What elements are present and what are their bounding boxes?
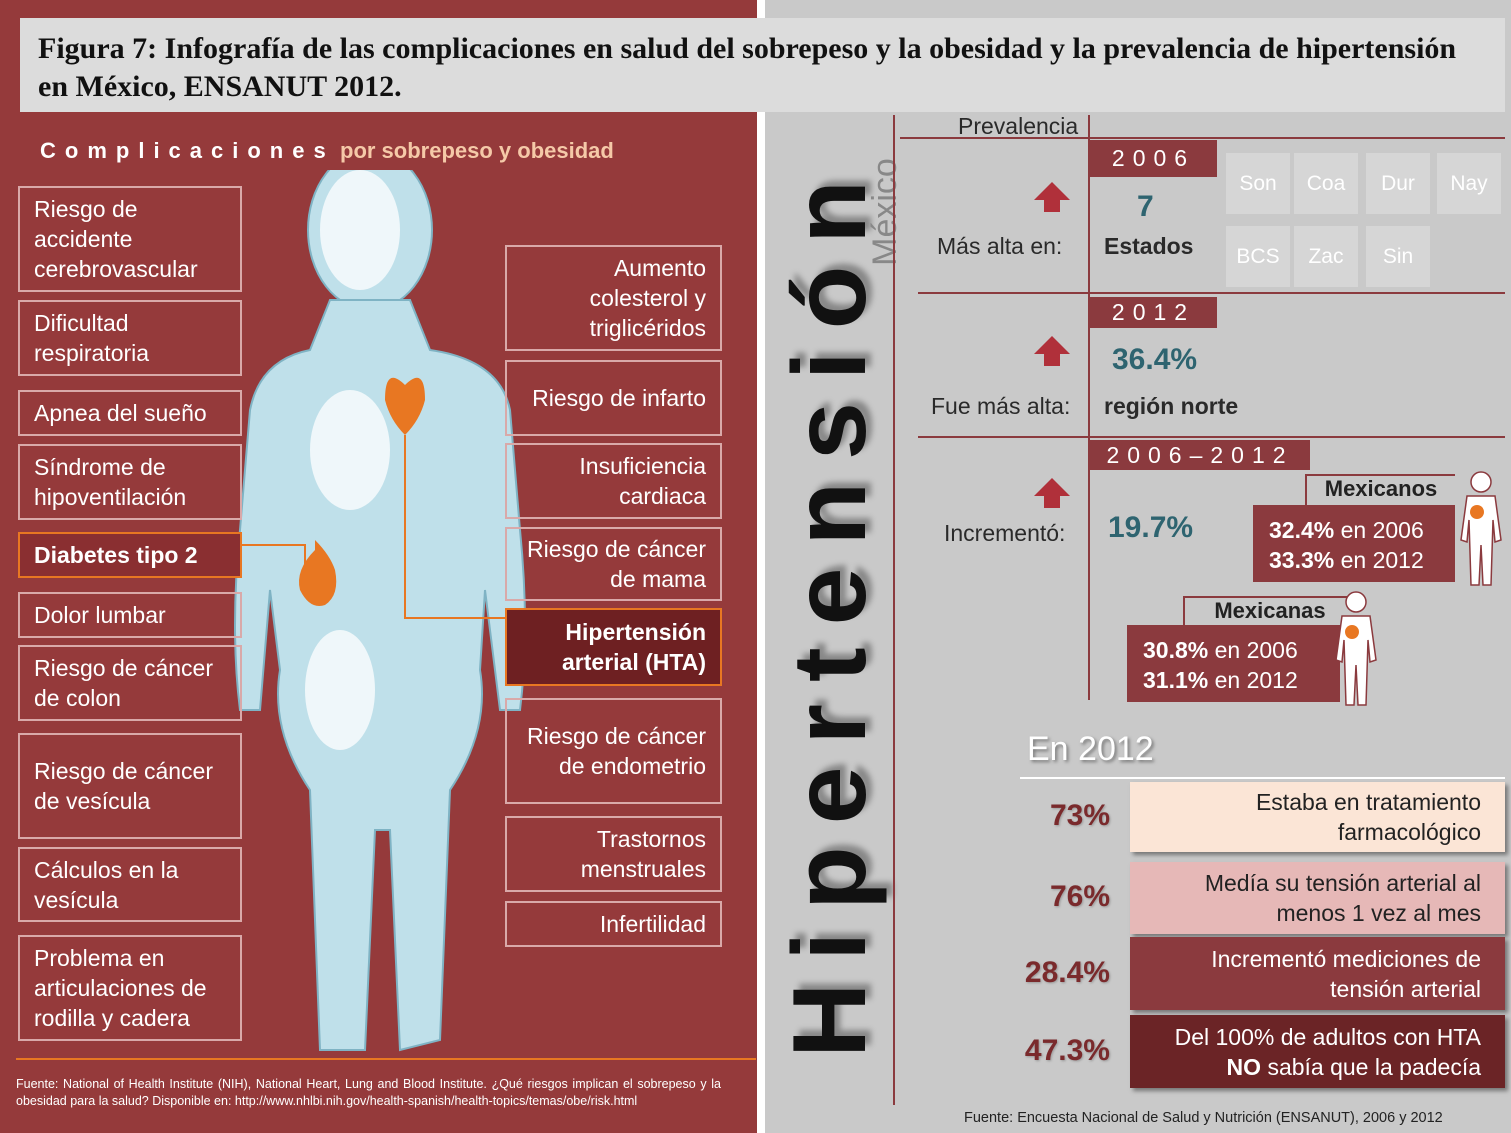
year-tag: 2012 bbox=[1090, 297, 1217, 328]
group-title: Mexicanos bbox=[1305, 474, 1455, 505]
man-icon bbox=[1460, 471, 1502, 586]
divider bbox=[16, 1058, 756, 1060]
state-box: Nay bbox=[1437, 153, 1501, 214]
group-title: Mexicanas bbox=[1183, 596, 1355, 625]
section-heading: En 2012 bbox=[1027, 730, 1154, 768]
stat-text: Incrementó mediciones de tensión arteria… bbox=[1211, 945, 1481, 1002]
row-value: 19.7% bbox=[1108, 511, 1194, 544]
stat-box: Medía su tensión arterial al menos 1 vez… bbox=[1130, 862, 1505, 934]
complication-box: Insuficiencia cardiaca bbox=[505, 443, 722, 519]
row-label: Fue más alta: bbox=[931, 393, 1071, 419]
row-label: Más alta en: bbox=[937, 233, 1063, 259]
complication-box: Dolor lumbar bbox=[18, 592, 242, 638]
row-value: 31.1% bbox=[1143, 667, 1209, 693]
heading: Complicaciones bbox=[40, 138, 335, 163]
subheading: por sobrepeso y obesidad bbox=[340, 138, 614, 163]
title: Figura 7: Infografía de las complicacion… bbox=[20, 18, 1505, 112]
state-box: Zac bbox=[1294, 226, 1358, 287]
stat-text-line: NO sabía que la padecía bbox=[1140, 1052, 1481, 1082]
vertical-title: Hipertensión bbox=[772, 158, 888, 1058]
complication-box: Riesgo de cáncer de vesícula bbox=[18, 733, 242, 839]
row-unit: Estados bbox=[1104, 233, 1194, 259]
state-box: Sin bbox=[1366, 226, 1430, 287]
row-value: 33.3% bbox=[1269, 547, 1335, 573]
year-tag: 2006 bbox=[1090, 140, 1217, 177]
complication-box: Problema en articulaciones de rodilla y … bbox=[18, 935, 242, 1041]
complication-box: Infertilidad bbox=[505, 901, 722, 947]
stat-text: sabía que la padecía bbox=[1267, 1053, 1481, 1080]
group-row: 33.3% en 2012 bbox=[1269, 545, 1439, 575]
right-source: Fuente: Encuesta Nacional de Salud y Nut… bbox=[964, 1110, 1443, 1126]
left-source: Fuente: National of Health Institute (NI… bbox=[16, 1077, 721, 1108]
row-value: 32.4% bbox=[1269, 517, 1335, 543]
row-text: en 2006 bbox=[1214, 637, 1298, 663]
group-row: 30.8% en 2006 bbox=[1143, 635, 1324, 665]
group-box: 30.8% en 2006 31.1% en 2012 bbox=[1127, 625, 1340, 702]
vertical-subtitle: México bbox=[866, 158, 904, 266]
row-label: Incrementó: bbox=[944, 520, 1066, 546]
complication-box: Riesgo de infarto bbox=[505, 360, 722, 436]
woman-icon bbox=[1335, 591, 1377, 706]
complication-box: Riesgo de accidente cerebrovascular bbox=[18, 186, 242, 292]
complication-box: Diabetes tipo 2 bbox=[18, 532, 242, 578]
state-box: BCS bbox=[1226, 226, 1290, 287]
rule bbox=[918, 436, 1505, 438]
complication-box: Riesgo de cáncer de colon bbox=[18, 645, 242, 721]
stat-text: Estaba en tratamiento farmacológico bbox=[1255, 789, 1481, 845]
row-value: 7 bbox=[1137, 190, 1154, 223]
prevalence-label: Prevalencia bbox=[958, 113, 1079, 139]
rule bbox=[1088, 115, 1090, 700]
arrows bbox=[1034, 182, 1070, 508]
stat-text: Del 100% de adultos con HTA bbox=[1174, 1023, 1481, 1050]
complication-box: Dificultad respiratoria bbox=[18, 300, 242, 376]
row-unit: región norte bbox=[1104, 393, 1239, 419]
stat-value: 73% bbox=[1049, 799, 1110, 832]
stat-box: Del 100% de adultos con HTA NO sabía que … bbox=[1130, 1015, 1505, 1088]
rule bbox=[1020, 777, 1505, 779]
group-row: 32.4% en 2006 bbox=[1269, 515, 1439, 545]
stat-text: Medía su tensión arterial al menos 1 vez… bbox=[1204, 870, 1481, 926]
rule bbox=[900, 137, 1505, 139]
group-row: 31.1% en 2012 bbox=[1143, 665, 1324, 695]
complication-box: Riesgo de cáncer de mama bbox=[505, 527, 722, 601]
complication-box: Trastornos menstruales bbox=[505, 816, 722, 892]
row-text: en 2012 bbox=[1340, 547, 1424, 573]
stat-value: 76% bbox=[1049, 880, 1110, 913]
stat-box: Incrementó mediciones de tensión arteria… bbox=[1130, 937, 1505, 1010]
row-text: en 2006 bbox=[1340, 517, 1424, 543]
stat-emphasis: NO bbox=[1226, 1053, 1262, 1080]
group-box: 32.4% en 2006 33.3% en 2012 bbox=[1253, 505, 1455, 582]
complication-box: Hipertensión arterial (HTA) bbox=[505, 608, 722, 686]
row-value: 30.8% bbox=[1143, 637, 1209, 663]
rule bbox=[893, 115, 895, 1105]
complication-box: Aumento colesterol y triglicéridos bbox=[505, 245, 722, 351]
row-text: en 2012 bbox=[1214, 667, 1298, 693]
complication-box: Apnea del sueño bbox=[18, 390, 242, 436]
complication-box: Síndrome de hipoventilación bbox=[18, 444, 242, 520]
state-box: Son bbox=[1226, 153, 1290, 214]
stat-value: 28.4% bbox=[1024, 955, 1110, 989]
body-figure bbox=[234, 170, 526, 1052]
row-value: 36.4% bbox=[1112, 343, 1198, 376]
rule bbox=[918, 292, 1505, 294]
year-tag: 2006–2012 bbox=[1090, 440, 1310, 470]
stat-value: 47.3% bbox=[1024, 1033, 1110, 1067]
stat-box: Estaba en tratamiento farmacológico bbox=[1130, 782, 1505, 852]
state-box: Dur bbox=[1366, 153, 1430, 214]
state-box: Coa bbox=[1294, 153, 1358, 214]
complication-box: Riesgo de cáncer de endometrio bbox=[505, 698, 722, 804]
complication-box: Cálculos en la vesícula bbox=[18, 847, 242, 922]
